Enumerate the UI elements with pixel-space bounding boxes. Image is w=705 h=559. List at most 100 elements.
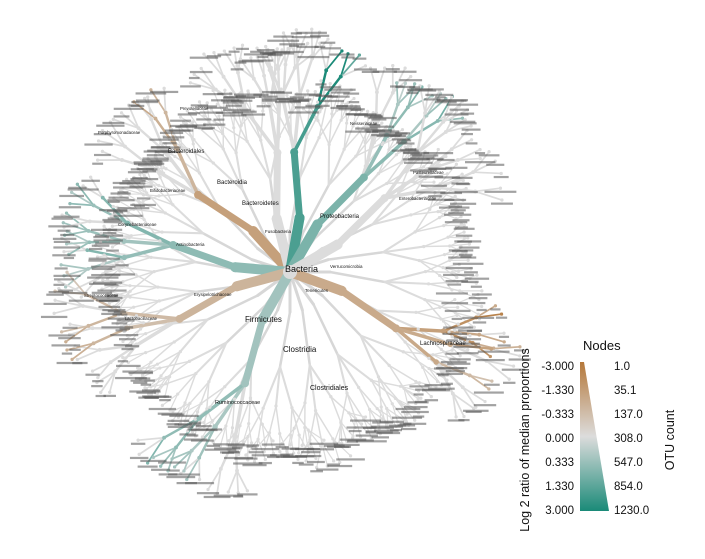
leaf-label-glyph (233, 93, 263, 96)
leaf-node (416, 397, 420, 401)
clade-node (312, 219, 323, 230)
tree-edge (112, 118, 140, 129)
tree-node (426, 282, 431, 286)
color-tick-label: 1.330 (545, 481, 574, 493)
tree-node (150, 181, 154, 186)
leaf-label-glyph (113, 214, 143, 217)
tree-node (408, 198, 412, 202)
leaf-label-glyph (306, 448, 335, 451)
leaf-labels (40, 31, 531, 499)
tree-edge (422, 366, 432, 387)
leaf-label-glyph (101, 326, 134, 329)
leaf-label-glyph (151, 468, 171, 471)
leaf-node (322, 90, 326, 94)
leaf-label-glyph (449, 358, 471, 361)
tree-edge (336, 353, 373, 382)
leaf-node (462, 414, 466, 419)
tree-node (176, 392, 180, 396)
leaf-node (110, 285, 114, 289)
tree-node (379, 405, 383, 409)
leaf-node (498, 186, 502, 190)
leaf-node (463, 236, 467, 240)
leaf-label-glyph (399, 79, 423, 82)
tree-node (248, 396, 253, 400)
clade-node (231, 281, 242, 292)
leaf-label-glyph (294, 106, 323, 109)
leaf-node (306, 89, 310, 93)
tree-edge (355, 136, 373, 157)
leaf-label-glyph (112, 181, 141, 185)
tree-edge (153, 261, 197, 273)
tree-node (330, 112, 334, 116)
tree-node (448, 244, 452, 248)
tree-node (262, 73, 266, 78)
leaf-label-glyph (129, 456, 149, 460)
leaf-label-glyph (486, 163, 505, 166)
leaf-node (322, 438, 326, 442)
size-axis-label: OTU count (663, 409, 677, 470)
leaf-node (463, 118, 467, 122)
leaf-label-glyph (462, 316, 495, 319)
tree-node (367, 407, 372, 412)
tree-node (158, 239, 162, 243)
leaf-label-glyph (412, 415, 425, 418)
leaf-label-glyph (130, 379, 155, 382)
leaf-label-glyph (267, 455, 280, 459)
leaf-label-glyph (159, 131, 184, 135)
clade-edge-lachnospiraceae (285, 267, 347, 296)
leaf-node (278, 450, 282, 454)
leaf-node (480, 289, 484, 293)
leaf-label-glyph (471, 293, 492, 296)
leaf-node (445, 378, 449, 382)
tree-edge (122, 239, 175, 247)
leaf-label-glyph (136, 197, 151, 200)
tree-edge (478, 332, 505, 336)
taxon-label-ruminococcaceae: Ruminococcaceae (215, 400, 260, 406)
tree-edge (302, 108, 319, 122)
tree-edge (409, 193, 444, 201)
leaf-label-glyph (93, 296, 123, 299)
clade-edge-firmicutes-w (231, 267, 295, 292)
leaf-node (502, 331, 506, 335)
leaf-node (104, 269, 108, 273)
leaf-node (429, 395, 433, 399)
tree-edge (61, 237, 89, 252)
tree-edge (442, 316, 478, 333)
leaf-label-glyph (438, 206, 470, 209)
leaf-label-glyph (188, 76, 200, 80)
tree-edge (444, 125, 472, 133)
tree-edge (298, 57, 314, 97)
leaf-label-glyph (95, 394, 106, 398)
leaf-node (467, 242, 471, 246)
tree-node (232, 126, 236, 130)
leaf-label-glyph (355, 434, 378, 437)
leaf-node (360, 422, 364, 426)
leaf-label-glyph (53, 274, 81, 277)
tree-node (145, 191, 149, 195)
tree-edge (184, 402, 191, 422)
leaf-label-glyph (170, 119, 192, 122)
tree-edge (422, 366, 439, 383)
tree-edge (391, 403, 399, 423)
tree-edge (383, 280, 430, 285)
leaf-node (487, 150, 491, 154)
tree-node (127, 236, 131, 240)
leaf-label-glyph (241, 113, 266, 116)
leaf-label-glyph (61, 352, 73, 355)
leaf-label-glyph (180, 85, 201, 88)
leaf-label-glyph (81, 179, 100, 182)
clade-edge (338, 287, 400, 332)
leaf-node (314, 456, 318, 460)
tree-node (342, 147, 346, 151)
tree-node (123, 144, 127, 149)
tree-edge (456, 157, 482, 161)
leaf-label-glyph (403, 151, 430, 155)
tree-edge (212, 425, 227, 443)
leaf-label-glyph (447, 362, 471, 365)
tree-edge (101, 150, 123, 161)
leaf-label-glyph (456, 352, 479, 355)
leaf-label-glyph (103, 220, 123, 223)
leaf-label-glyph (305, 104, 330, 107)
tree-node (86, 323, 91, 328)
leaf-label-glyph (225, 104, 242, 107)
